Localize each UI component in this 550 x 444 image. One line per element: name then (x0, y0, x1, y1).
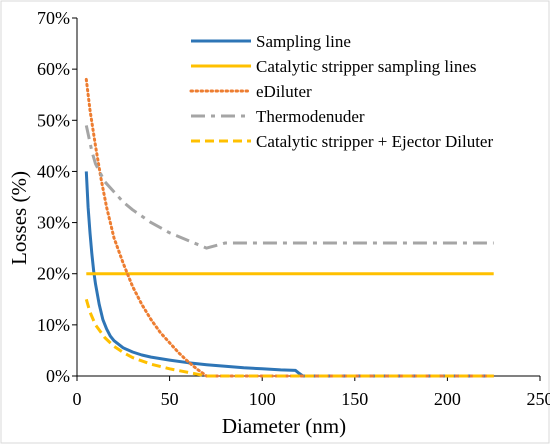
y-axis-title: Losses (%) (7, 171, 31, 265)
legend-label-2: Catalytic stripper sampling lines (256, 57, 477, 76)
y-tick-label: 30% (37, 213, 70, 233)
x-tick-label: 0 (73, 389, 82, 409)
y-tick-label: 20% (37, 264, 70, 284)
series-line-4 (84, 125, 494, 250)
x-tick-label: 150 (341, 389, 368, 409)
legend-label-5: Catalytic stripper + Ejector Diluter (256, 132, 493, 151)
y-tick-label: 0% (46, 366, 70, 386)
y-tick-label: 50% (37, 110, 70, 130)
series-line-5 (84, 298, 494, 378)
y-tick-label: 40% (37, 161, 70, 181)
y-tick-label: 10% (37, 315, 70, 335)
x-tick-label: 250 (527, 389, 550, 409)
legend-label-4: Thermodenuder (256, 107, 365, 126)
y-tick-label: 60% (37, 59, 70, 79)
legend-label-1: Sampling line (256, 32, 351, 51)
x-tick-label: 200 (434, 389, 461, 409)
x-axis-title: Diameter (nm) (222, 414, 346, 438)
legend-label-3: eDiluter (256, 82, 312, 101)
x-tick-label: 100 (249, 389, 276, 409)
y-tick-label: 70% (37, 8, 70, 28)
x-tick-label: 50 (161, 389, 179, 409)
